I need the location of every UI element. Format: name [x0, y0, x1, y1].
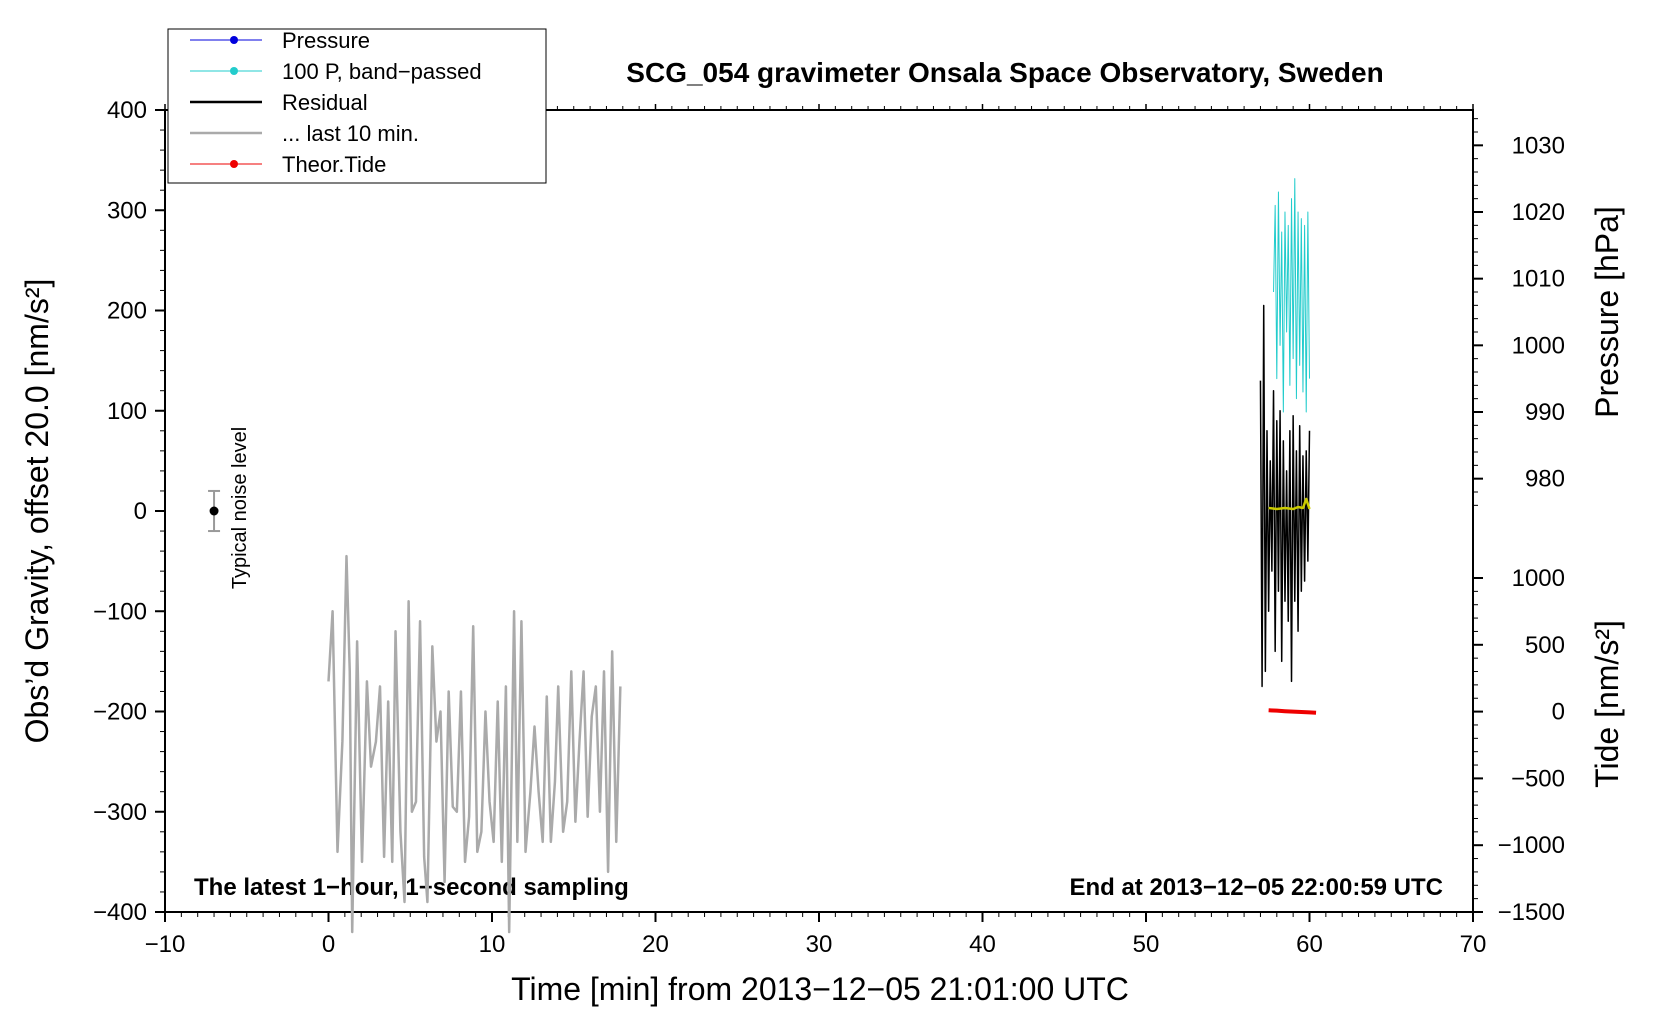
x-tick-label: 70 [1460, 931, 1487, 958]
y-tick-label: 0 [134, 498, 147, 525]
chart-title: SCG_054 gravimeter Onsala Space Observat… [626, 57, 1383, 88]
legend-box [167, 28, 547, 184]
legend-label: Pressure [282, 28, 370, 53]
tide-tick-label: −1000 [1498, 832, 1565, 859]
x-tick-label: 30 [806, 931, 833, 958]
y-tick-label: 300 [107, 197, 147, 224]
x-axis-label: Time [min] from 2013−12−05 21:01:00 UTC [511, 971, 1129, 1007]
corner-note-left: The latest 1−hour, 1−second sampling [194, 874, 629, 901]
noise-marker-layer [208, 489, 221, 533]
y-tick-label: −300 [93, 799, 147, 826]
tide-axis-label: Tide [nm/s²] [1589, 620, 1625, 788]
series-line-pressure [1268, 497, 1311, 511]
y-tick-label: −400 [93, 899, 147, 926]
pressure-tick-label: 990 [1525, 399, 1565, 426]
y-tick-label: −100 [93, 598, 147, 625]
pressure-tick-label: 1000 [1512, 332, 1565, 359]
x-tick-label: 20 [642, 931, 669, 958]
tide-tick-label: −500 [1511, 765, 1565, 792]
y-tick-label: 200 [107, 298, 147, 325]
pressure-tick-label: 980 [1525, 466, 1565, 493]
y-tick-label: 400 [107, 97, 147, 124]
y-tick-label: 100 [107, 398, 147, 425]
pressure-tick-label: 1010 [1512, 266, 1565, 293]
series-line-100-p-band-passed [1273, 178, 1310, 413]
y-axis-label: Obs’d Gravity, offset 20.0 [nm/s²] [19, 279, 55, 744]
legend-marker [230, 67, 238, 75]
pressure-axis-label: Pressure [hPa] [1589, 206, 1625, 418]
legend: Pressure 100 P, band−passed Residual ... la… [190, 28, 482, 177]
series-layer [327, 178, 1317, 934]
x-tick-label: −10 [145, 931, 186, 958]
x-tick-label: 10 [479, 931, 506, 958]
tide-tick-label: 500 [1525, 632, 1565, 659]
legend-label: Residual [282, 90, 368, 115]
x-tick-label: 40 [969, 931, 996, 958]
series-line-theor-tide [1268, 708, 1317, 715]
series-line-residual [1259, 304, 1311, 688]
pressure-tick-label: 1030 [1512, 132, 1565, 159]
series-line--last-10-min- [327, 554, 622, 934]
legend-marker [230, 160, 238, 168]
tide-tick-label: 1000 [1512, 565, 1565, 592]
noise-point [209, 506, 219, 516]
legend-label: Theor.Tide [282, 152, 386, 177]
y-tick-label: −200 [93, 699, 147, 726]
legend-marker [230, 36, 238, 44]
tide-tick-label: −1500 [1498, 899, 1565, 926]
pressure-tick-label: 1020 [1512, 199, 1565, 226]
corner-note-right: End at 2013−12−05 22:00:59 UTC [1069, 874, 1443, 901]
ticks-layer: −10 0 10 20 30 40 50 60 70−400−300−200−100010020… [93, 97, 1565, 958]
noise-level-label: Typical noise level [229, 427, 251, 589]
legend-label: ... last 10 min. [282, 121, 419, 146]
legend-label: 100 P, band−passed [282, 59, 482, 84]
tide-tick-label: 0 [1552, 699, 1565, 726]
x-tick-label: 0 [322, 931, 335, 958]
x-tick-label: 50 [1133, 931, 1160, 958]
x-tick-label: 60 [1296, 931, 1323, 958]
